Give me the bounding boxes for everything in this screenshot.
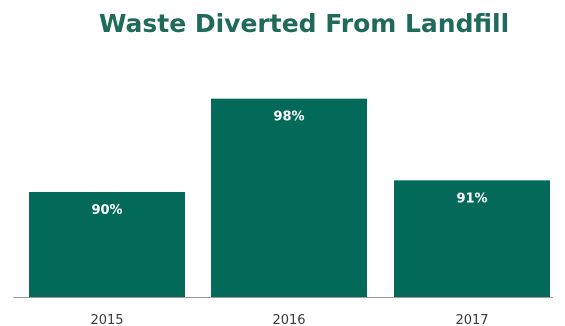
x-tick-labels: 2015 2016 2017 — [90, 313, 488, 326]
data-label-2016: 98% — [273, 110, 304, 125]
data-label-2015: 90% — [91, 203, 122, 218]
data-label-2017: 91% — [456, 191, 487, 206]
x-tick-2016: 2016 — [272, 313, 305, 326]
bar-2016 — [211, 98, 367, 298]
x-tick-2017: 2017 — [455, 313, 488, 326]
x-tick-2015: 2015 — [90, 313, 123, 326]
bar-2015 — [29, 192, 185, 297]
bar-2017 — [394, 180, 550, 297]
chart-title: Waste Diverted From Landfill — [99, 9, 509, 38]
bars-group: 90% 98% 91% — [29, 98, 550, 298]
